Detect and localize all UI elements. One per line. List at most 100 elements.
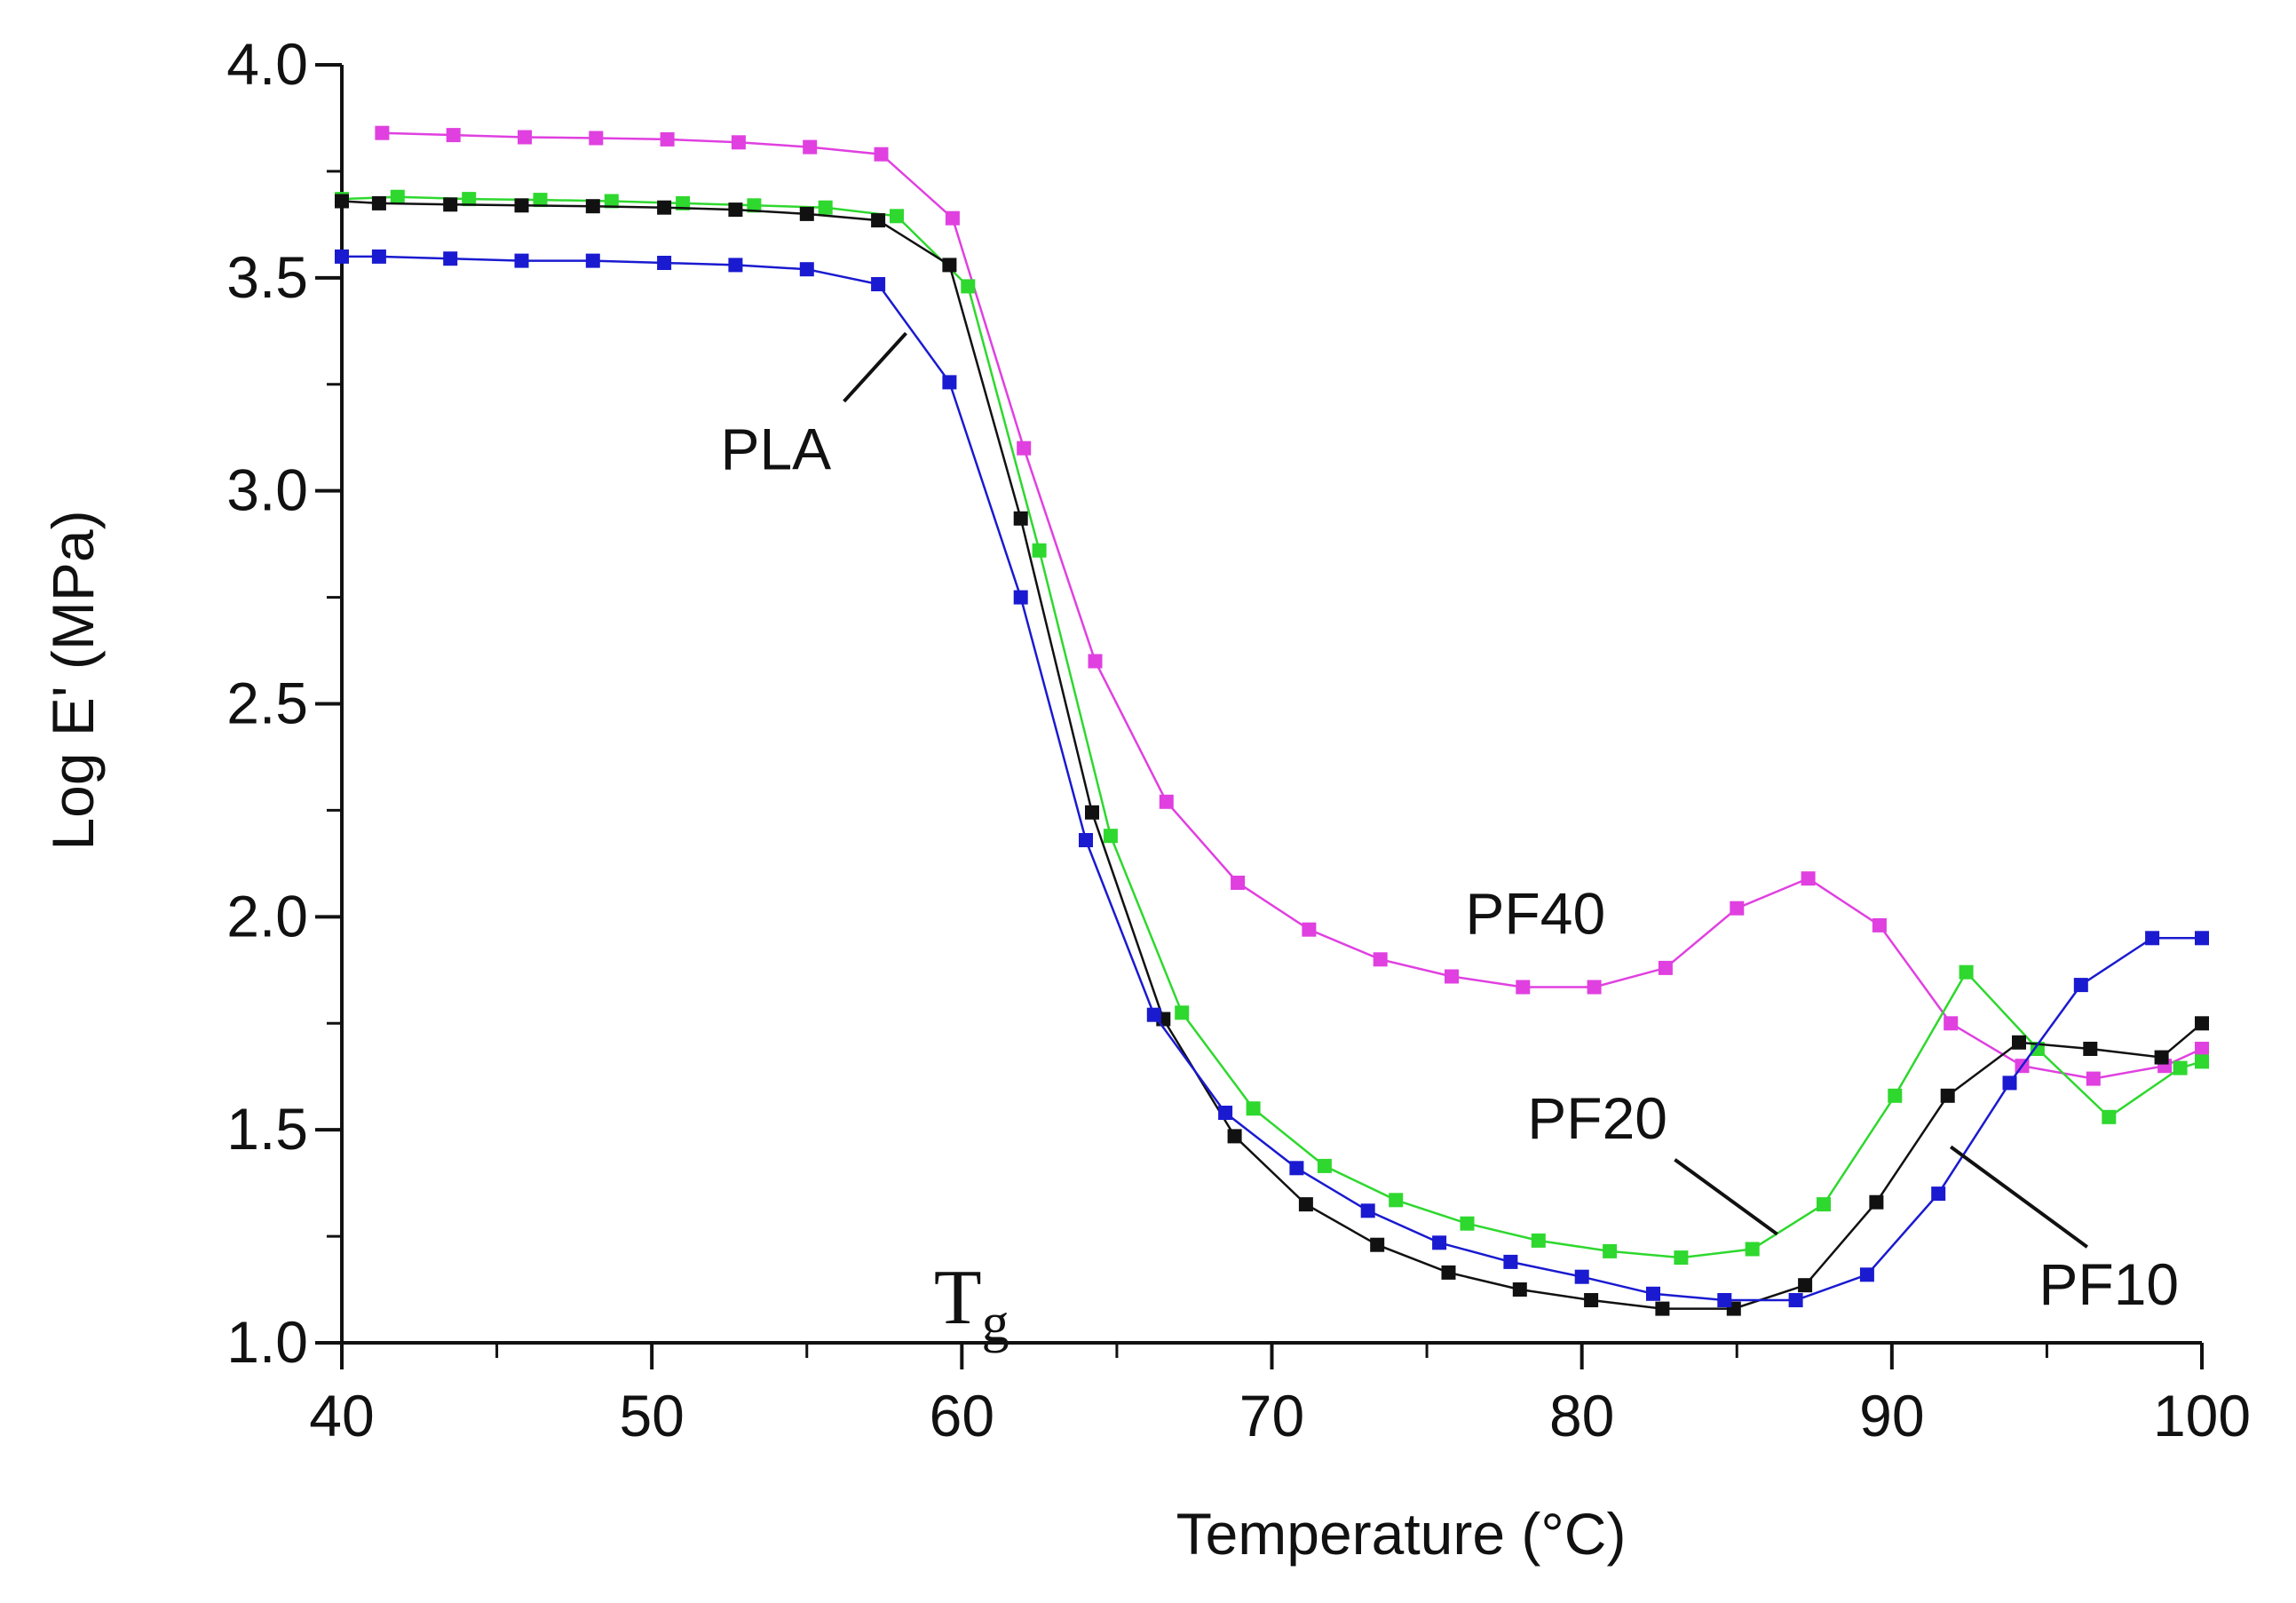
data-point	[518, 130, 532, 145]
data-point	[1218, 1106, 1233, 1120]
x-axis-title: Temperature (°C)	[1176, 1501, 1627, 1567]
data-point	[1859, 1267, 1874, 1282]
y-tick-label: 3.5	[226, 244, 308, 310]
data-point	[731, 135, 746, 150]
data-point	[533, 193, 548, 208]
data-point	[799, 206, 814, 221]
data-point	[2002, 1075, 2017, 1091]
series-line	[341, 195, 2203, 1259]
series-line	[341, 200, 2203, 1310]
leader-line-pf10	[1949, 1145, 2088, 1249]
data-point	[585, 199, 600, 214]
tg-label: Tg	[934, 1255, 1009, 1353]
data-point	[1730, 901, 1745, 916]
data-point	[2195, 931, 2209, 946]
data-point	[1370, 1237, 1385, 1252]
data-point	[1317, 1158, 1332, 1173]
data-point	[1872, 917, 1887, 932]
y-tick-label: 1.5	[226, 1096, 308, 1162]
data-point	[2195, 1016, 2209, 1031]
data-point	[1298, 1197, 1313, 1212]
y-tick-label: 4.0	[226, 31, 308, 97]
series-label-pla: PLA	[720, 417, 831, 482]
series-pla	[335, 249, 2209, 1307]
data-point	[1940, 1088, 1955, 1103]
y-tick-label: 1.0	[226, 1309, 308, 1375]
data-point	[1801, 871, 1816, 886]
data-point	[2195, 1054, 2209, 1069]
data-point	[657, 200, 672, 215]
data-point	[961, 279, 976, 294]
leader-line-pla	[843, 331, 907, 403]
series-pf10	[335, 194, 2209, 1316]
data-point	[657, 256, 672, 270]
data-point	[1817, 1197, 1831, 1212]
data-point	[890, 209, 904, 224]
data-point	[871, 213, 886, 228]
data-point	[818, 200, 833, 215]
series-pf40	[375, 125, 2209, 1086]
y-tick-label: 3.0	[226, 457, 308, 523]
data-point	[1944, 1016, 1959, 1031]
data-point	[945, 210, 960, 226]
data-point	[2154, 1050, 2169, 1065]
data-point	[446, 128, 461, 143]
data-point	[1389, 1193, 1404, 1208]
data-point	[1175, 1005, 1190, 1020]
data-point	[1931, 1186, 1946, 1202]
data-point	[589, 131, 604, 146]
data-point	[371, 195, 386, 210]
data-point	[2012, 1035, 2026, 1050]
data-point	[803, 139, 818, 155]
y-tick-label: 2.5	[226, 671, 308, 736]
data-point	[335, 194, 349, 209]
y-tick-label: 2.0	[226, 883, 308, 948]
data-point	[371, 249, 386, 264]
data-point	[1512, 1282, 1527, 1297]
y-axis-title: Log E' (MPa)	[40, 510, 106, 850]
data-point	[1360, 1203, 1375, 1218]
data-point	[514, 253, 529, 268]
series-layer	[335, 125, 2209, 1316]
data-point	[462, 192, 477, 207]
data-point	[2145, 931, 2160, 946]
data-point	[1745, 1242, 1760, 1257]
data-point	[1159, 794, 1174, 809]
axes: 40 50 60 70 80 90 100 1.0 1.5 2.0 2.5 3.0 3.5 4.0	[226, 31, 2251, 1448]
data-point	[2083, 1042, 2098, 1056]
x-tick-label: 70	[1239, 1383, 1304, 1448]
data-point	[1373, 952, 1388, 967]
data-point	[1788, 1293, 1803, 1307]
series-line	[342, 255, 2202, 1302]
data-point	[2173, 1060, 2188, 1075]
data-point	[1079, 833, 1093, 847]
data-point	[514, 198, 529, 213]
data-point	[1503, 1254, 1518, 1269]
data-point	[1302, 922, 1317, 937]
data-point	[799, 262, 814, 277]
data-point	[1888, 1088, 1903, 1103]
data-point	[728, 258, 743, 273]
data-point	[1289, 1161, 1304, 1176]
data-point	[1231, 876, 1246, 890]
data-point	[1646, 1286, 1660, 1301]
data-point	[1032, 543, 1047, 558]
data-point	[1146, 1007, 1161, 1022]
data-point	[1516, 980, 1531, 995]
data-point	[1103, 829, 1118, 844]
data-point	[1574, 1269, 1589, 1284]
data-point	[942, 375, 957, 390]
series-label-pf40: PF40	[1465, 881, 1605, 947]
x-tick-label: 100	[2153, 1383, 2251, 1448]
data-point	[585, 253, 600, 268]
data-point	[728, 202, 743, 218]
data-point	[1655, 1301, 1670, 1316]
data-point	[1717, 1293, 1732, 1307]
data-point	[676, 195, 691, 210]
data-point	[1798, 1278, 1813, 1293]
data-point	[747, 198, 762, 213]
data-point	[1246, 1101, 1261, 1116]
data-point	[2195, 1042, 2209, 1056]
data-point	[2086, 1071, 2101, 1086]
